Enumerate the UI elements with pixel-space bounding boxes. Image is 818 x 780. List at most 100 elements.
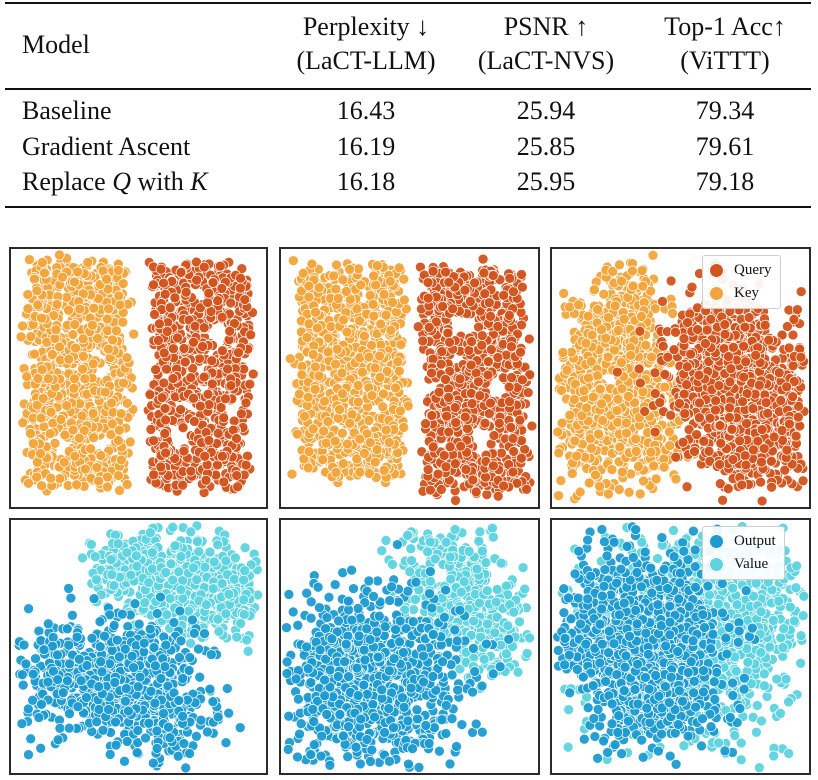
dot-qk-0-query (203, 435, 215, 446)
dot-qk-1-key (310, 306, 321, 318)
dot-qk-0-key (87, 358, 99, 370)
dot-qk-2-key (640, 339, 652, 351)
dot-qk-0-key (82, 257, 94, 268)
dot-qk-2-key (556, 385, 567, 396)
dot-qk-0-key (111, 325, 122, 337)
dot-qk-1-key (302, 462, 314, 474)
dot-qk-0-key (117, 316, 129, 328)
dot-qk-1-query (444, 336, 455, 348)
dot-qk-0-query (198, 261, 210, 273)
dot-qk-1-key (395, 339, 407, 350)
dot-qk-2-key (593, 428, 604, 440)
dot-qk-0-key (69, 450, 81, 462)
dot-qk-1-query (427, 265, 439, 277)
dot-qk-0-query (161, 326, 173, 337)
dot-qk-1-query (476, 330, 488, 341)
dot-qk-1-query (433, 386, 445, 398)
dot-qk-1-query (498, 480, 509, 492)
dot-qk-2-key (606, 464, 618, 475)
dot-qk-1-query (474, 390, 486, 402)
dot-qk-2-key (590, 469, 601, 481)
dot-qk-1-query (447, 303, 459, 315)
dot-qk-1-query (504, 396, 515, 407)
header-psnr: PSNR ↑ (503, 12, 589, 41)
dot-qk-0-key (67, 424, 79, 436)
dot-qk-1-key (344, 264, 355, 275)
dot-qk-2-key (658, 461, 670, 473)
dot-qk-1-query (492, 321, 504, 332)
dot-qk-0-query (156, 392, 168, 404)
dot-qk-1-query (436, 484, 447, 495)
dot-qk-2-key (659, 381, 671, 393)
dot-qk-0-key (78, 425, 90, 436)
row-gradient-ascent-top1: 79.61 (695, 132, 755, 161)
dot-qk-0-query (159, 288, 171, 300)
dot-qk-1-key (357, 366, 368, 378)
dot-qk-1-query (493, 417, 505, 429)
dot-qk-2-key (667, 308, 678, 319)
dot-qk-0-key (25, 428, 36, 439)
dot-qk-1-key (312, 322, 323, 334)
dot-qk-0-query (225, 380, 237, 391)
dot-qk-1-key (287, 255, 299, 266)
dot-qk-0-query (228, 415, 240, 427)
dot-qk-1-query (503, 381, 515, 393)
dot-qk-2-key (597, 415, 609, 426)
dot-qk-0-key (124, 436, 136, 448)
dot-qk-0-query (178, 343, 190, 354)
dot-qk-0-key (25, 331, 37, 342)
dot-qk-2-key (645, 285, 656, 297)
dot-qk-0-query (180, 286, 192, 298)
dot-qk-1-query (450, 495, 461, 506)
dot-qk-0-query (179, 356, 191, 368)
dot-qk-0-key (85, 443, 96, 455)
dot-qk-0-query (144, 389, 156, 400)
dot-qk-1-query (422, 292, 434, 304)
dot-qk-1-key (377, 401, 389, 413)
dot-qk-0-query (245, 329, 257, 341)
dot-qk-1-key (337, 388, 348, 400)
dot-qk-1-query (479, 288, 491, 300)
dot-qk-0-query (234, 282, 246, 294)
dot-qk-0-key (70, 342, 81, 354)
dot-qk-1-key (337, 458, 349, 469)
dot-qk-0-key (106, 397, 117, 409)
dot-qk-0-key (115, 454, 127, 466)
dot-qk-1-query (477, 253, 489, 265)
dot-qk-2-key (648, 460, 660, 472)
dot-qk-1-key (355, 279, 367, 291)
dot-qk-0-query (231, 470, 243, 481)
dot-qk-2-key (569, 435, 581, 447)
dot-qk-2-key (612, 325, 624, 336)
dot-qk-2-query (633, 363, 645, 375)
dot-qk-2-key (609, 300, 621, 312)
dot-qk-1-key (384, 275, 396, 287)
dot-qk-0-query (218, 412, 230, 424)
dot-qk-0-query (177, 479, 189, 491)
dot-qk-1-key (351, 453, 363, 465)
dot-qk-2-key (616, 383, 628, 395)
header-model: Model (22, 30, 90, 59)
dot-qk-2-key (633, 461, 644, 472)
dot-qk-0-query (155, 461, 167, 473)
dot-qk-2-key (568, 394, 580, 405)
header-perplexity-sub: (LaCT-LLM) (296, 46, 436, 75)
dot-qk-2-key (663, 426, 675, 438)
dot-qk-0-key (31, 399, 43, 411)
dot-qk-0-key (54, 249, 65, 261)
dot-qk-0-key (88, 302, 100, 314)
dot-qk-2-key (637, 280, 649, 292)
dot-qk-1-key (393, 262, 405, 274)
dot-qk-1-key (363, 415, 375, 426)
header-psnr-sub: (LaCT-NVS) (477, 46, 615, 75)
dot-qk-0-key (121, 479, 133, 490)
dot-qk-0-key (106, 418, 118, 430)
dot-qk-0-query (145, 424, 157, 435)
dot-qk-0-query (216, 450, 228, 462)
dot-qk-1-key (306, 258, 318, 270)
dot-qk-2-key (598, 288, 610, 300)
dot-qk-0-query (188, 392, 199, 404)
dot-qk-0-query (203, 399, 215, 410)
dot-qk-1-query (430, 316, 442, 328)
dot-qk-1-query (517, 281, 528, 293)
